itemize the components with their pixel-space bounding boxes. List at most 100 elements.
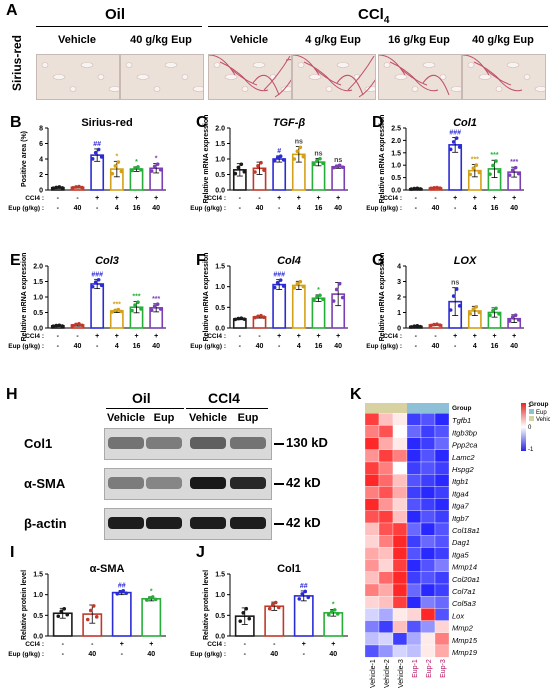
dot-e-0-1 <box>54 323 59 328</box>
dose-c-0-1: - <box>258 195 261 202</box>
dot-j-1-3 <box>276 605 281 610</box>
heatmap-cell-11-5 <box>434 547 450 560</box>
dot-g-1-2 <box>435 322 439 327</box>
dot-c-2-2 <box>278 154 283 159</box>
dot-g-0-2 <box>415 323 420 328</box>
heatmap-gene-4: Lamc2 <box>452 453 475 462</box>
dose-e-1-5: 40 <box>152 343 160 350</box>
dose-e-1-4: 16 <box>133 343 141 350</box>
dot-c-0-1 <box>236 165 241 170</box>
dot-c-4-1 <box>315 158 319 163</box>
heatmap-cell-10-4 <box>420 535 436 548</box>
dose-g-0-1: - <box>434 333 437 340</box>
dot-d-2-1 <box>451 140 456 144</box>
heatmap-cell-16-5 <box>434 608 450 621</box>
dose-e-0-4: + <box>134 333 138 340</box>
dot-c-4-0 <box>312 162 316 167</box>
heatmap-sample-2: Vehicle-3 <box>398 659 405 688</box>
heatmap-cell-5-3 <box>406 474 422 487</box>
annot-d-4: *** <box>490 152 498 159</box>
dot-f-2-2 <box>278 278 283 282</box>
dose-c-1-5: 40 <box>334 205 342 212</box>
heatmap-cell-5-4 <box>420 474 436 487</box>
dose-e-0-0: - <box>57 333 60 340</box>
dot-d-5-3 <box>516 171 521 176</box>
dot-e-4-1 <box>133 303 137 307</box>
bar-c-4 <box>311 161 326 191</box>
dot-e-1-0 <box>71 323 75 328</box>
dot-f-5-3 <box>340 295 345 300</box>
chart-yticklabel-c-0: 0.0 <box>215 188 225 195</box>
dot-e-5-0 <box>149 308 154 313</box>
heatmap-scale-bar <box>521 403 526 451</box>
dose-b-0-5: + <box>154 195 158 202</box>
chart-title-f: Col4 <box>277 255 301 267</box>
heatmap-sample-1: Vehicle-2 <box>384 659 391 688</box>
heatmap-gene-19: Mmp15 <box>452 636 478 645</box>
heatmap-cell-9-4 <box>420 522 436 536</box>
heatmap-sample-4: Eup-2 <box>426 659 433 678</box>
heatmap-group-cell-4 <box>421 403 435 414</box>
dot-b-2-1 <box>93 150 98 155</box>
annot-d-3: *** <box>471 156 479 163</box>
dose-c-0-5: + <box>336 195 340 202</box>
dot-b-1-1 <box>74 185 78 189</box>
heatmap-cell-18-1 <box>378 632 394 646</box>
heatmap-gene-18: Mmp2 <box>452 624 474 633</box>
dot-b-2-3 <box>99 155 104 159</box>
panel-letter-d: D <box>372 114 384 131</box>
chart-yticklabel-d-5: 2.5 <box>391 126 401 133</box>
dot-j-3-2 <box>332 608 337 612</box>
dot-e-4-2 <box>136 300 140 305</box>
dot-f-3-1 <box>295 281 300 286</box>
dot-f-3-0 <box>292 286 297 290</box>
dot-e-5-1 <box>152 304 157 309</box>
dot-c-5-3 <box>340 165 345 170</box>
dot-g-3-0 <box>468 311 473 316</box>
panel-letter-i: I <box>10 544 15 561</box>
dot-b-1-0 <box>71 185 75 190</box>
chart-yticklabel-i-1: 0.5 <box>33 613 43 620</box>
dot-f-3-3 <box>301 284 306 289</box>
chart-yticklabel-i-3: 1.5 <box>33 572 43 579</box>
dot-f-2-3 <box>281 284 286 288</box>
dose-g-1-5: 40 <box>510 343 518 350</box>
dot-c-4-3 <box>321 161 325 166</box>
heatmap-cell-6-4 <box>420 486 436 499</box>
dot-g-4-0 <box>488 313 492 318</box>
heatmap-sample-0: Vehicle-1 <box>370 659 377 688</box>
dot-b-0-0 <box>51 186 56 190</box>
heatmap-cell-2-1 <box>378 437 394 450</box>
heatmap-cell-2-4 <box>420 437 436 450</box>
heatmap-cell-12-5 <box>434 559 450 572</box>
heatmap-legend-item-1: Vehicle <box>536 417 550 423</box>
chart-yticklabel-f-2: 1.0 <box>215 284 225 291</box>
heatmap-cell-7-0 <box>364 498 380 511</box>
heatmap-cell-1-3 <box>406 425 422 438</box>
dose-i-1-1: 40 <box>88 651 96 658</box>
dot-b-4-0 <box>130 168 134 173</box>
dose-g-0-3: + <box>473 333 477 340</box>
dose-e-0-1: - <box>76 333 79 340</box>
annot-g-2: ns <box>451 280 459 287</box>
chart-yticklabel-e-2: 1.0 <box>33 295 43 302</box>
heatmap-cell-15-3 <box>406 596 422 609</box>
panel-letter-g: G <box>372 252 385 269</box>
heatmap-cell-1-2 <box>392 425 408 438</box>
dose-i-0-2: + <box>120 641 124 648</box>
heatmap-cell-18-3 <box>406 632 422 646</box>
dot-g-2-0 <box>448 308 453 312</box>
dot-d-2-2 <box>454 136 459 140</box>
dose-b-0-1: - <box>76 195 79 202</box>
wb-band-2-0 <box>108 517 144 529</box>
dose-j-1-2: - <box>303 651 306 658</box>
dose-d-0-3: + <box>473 195 477 202</box>
heatmap-cell-2-3 <box>406 437 422 450</box>
dot-b-5-2 <box>155 162 160 166</box>
heatmap-cell-0-0 <box>364 413 380 426</box>
chart-yticklabel-f-1: 0.5 <box>215 305 225 312</box>
micrograph-image-4 <box>378 54 462 100</box>
heatmap-cell-13-0 <box>364 571 380 585</box>
wb-size-tick-2 <box>274 523 284 525</box>
dot-d-1-2 <box>435 185 439 190</box>
